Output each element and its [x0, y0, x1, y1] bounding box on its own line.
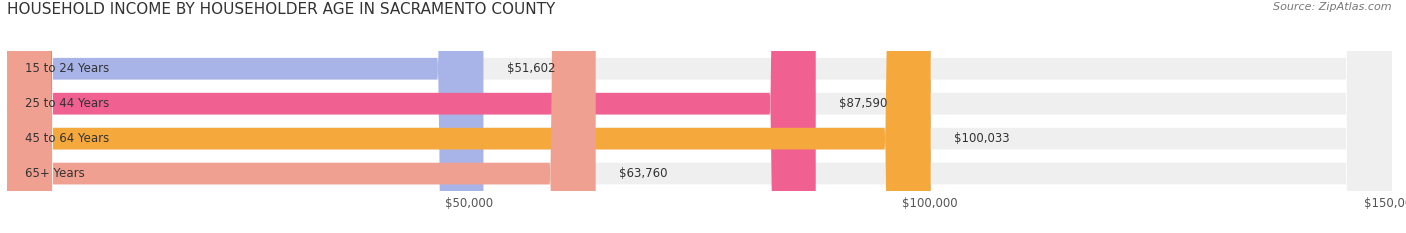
- FancyBboxPatch shape: [7, 0, 1392, 233]
- FancyBboxPatch shape: [7, 0, 1392, 233]
- Text: $51,602: $51,602: [506, 62, 555, 75]
- Text: $100,033: $100,033: [953, 132, 1010, 145]
- Text: HOUSEHOLD INCOME BY HOUSEHOLDER AGE IN SACRAMENTO COUNTY: HOUSEHOLD INCOME BY HOUSEHOLDER AGE IN S…: [7, 2, 555, 17]
- FancyBboxPatch shape: [7, 0, 596, 233]
- Text: 15 to 24 Years: 15 to 24 Years: [25, 62, 110, 75]
- Text: 45 to 64 Years: 45 to 64 Years: [25, 132, 110, 145]
- FancyBboxPatch shape: [7, 0, 484, 233]
- Text: $63,760: $63,760: [619, 167, 668, 180]
- FancyBboxPatch shape: [7, 0, 1392, 233]
- Text: Source: ZipAtlas.com: Source: ZipAtlas.com: [1274, 2, 1392, 12]
- FancyBboxPatch shape: [7, 0, 1392, 233]
- Text: 25 to 44 Years: 25 to 44 Years: [25, 97, 110, 110]
- FancyBboxPatch shape: [7, 0, 931, 233]
- Text: $87,590: $87,590: [839, 97, 887, 110]
- FancyBboxPatch shape: [7, 0, 815, 233]
- Text: 65+ Years: 65+ Years: [25, 167, 86, 180]
